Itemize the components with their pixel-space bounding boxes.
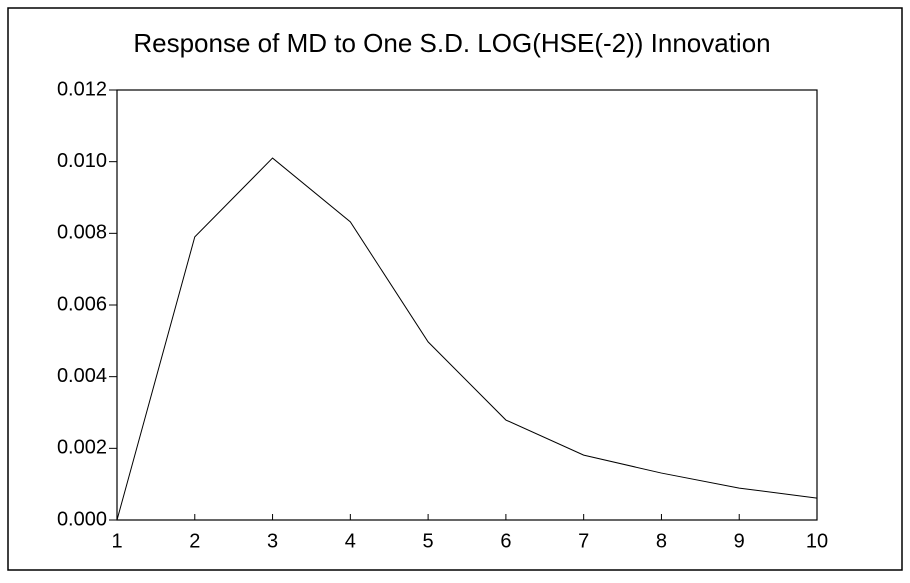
x-tick-label: 7 — [578, 530, 589, 552]
y-tick-label: 0.004 — [57, 365, 107, 387]
x-tick-label: 10 — [806, 530, 828, 552]
x-tick-label: 4 — [345, 530, 356, 552]
y-tick-label: 0.012 — [57, 78, 107, 100]
x-tick-label: 1 — [111, 530, 122, 552]
chart-title: Response of MD to One S.D. LOG(HSE(-2)) … — [133, 28, 770, 58]
x-tick-label: 5 — [423, 530, 434, 552]
y-tick-label: 0.002 — [57, 437, 107, 459]
x-tick-label: 2 — [189, 530, 200, 552]
x-tick-label: 9 — [734, 530, 745, 552]
frame — [7, 7, 903, 571]
series-line — [116, 157, 818, 521]
y-tick-label: 0.006 — [57, 293, 107, 315]
x-tick-label: 6 — [500, 530, 511, 552]
y-tick-label: 0.010 — [57, 150, 107, 172]
x-tick-label: 8 — [656, 530, 667, 552]
y-tick-label: 0.008 — [57, 222, 107, 244]
x-tick-label: 3 — [267, 530, 278, 552]
y-tick-label: 0.000 — [57, 508, 107, 530]
